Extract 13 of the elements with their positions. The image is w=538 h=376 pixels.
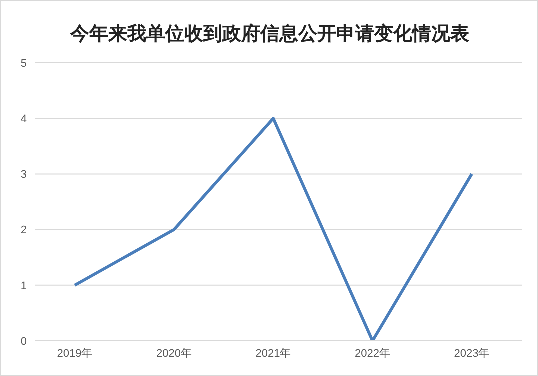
- x-tick-label: 2020年: [156, 348, 192, 360]
- y-tick-label: 1: [20, 280, 27, 292]
- y-tick-label: 2: [20, 224, 27, 237]
- y-tick-label: 4: [20, 114, 27, 126]
- chart-title: 今年来我单位收到政府信息公开申请变化情况表: [69, 22, 470, 47]
- y-tick-label: 0: [20, 336, 27, 348]
- x-tick-label: 2023年: [454, 348, 490, 360]
- x-tick-label: 2022年: [355, 348, 390, 360]
- x-tick-label: 2021年: [256, 348, 292, 360]
- y-tick-label: 5: [20, 58, 27, 70]
- y-tick-label: 3: [20, 169, 27, 182]
- line-series: [74, 117, 474, 341]
- x-tick-label: 2019年: [57, 348, 93, 360]
